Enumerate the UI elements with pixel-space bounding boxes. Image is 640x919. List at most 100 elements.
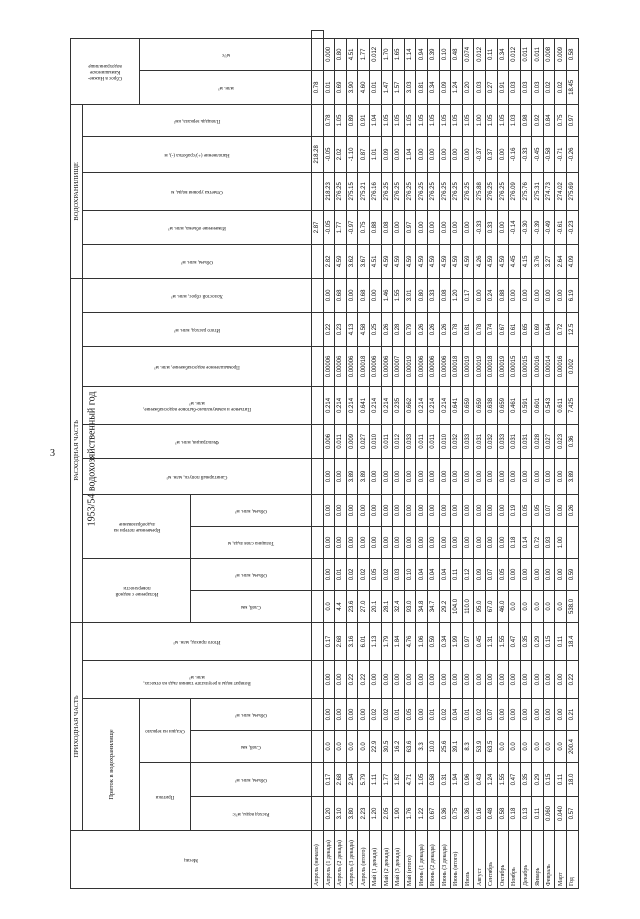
table-cell: 0.02 [381, 558, 393, 591]
table-cell: 0.21 [566, 698, 579, 731]
table-cell [311, 494, 324, 527]
table-cell: 0.78 [473, 312, 486, 347]
table-cell: 0.00 [497, 136, 509, 173]
table-cell: 0.00019 [404, 346, 416, 387]
table-cell: 0.37 [485, 136, 497, 173]
table-cell: 1.05 [439, 104, 451, 137]
table-cell: 0.00 [520, 458, 532, 495]
table-cell: 1.04 [404, 136, 416, 173]
table-cell: 0.69 [334, 70, 347, 105]
table-cell: 0.00 [427, 660, 440, 699]
table-cell: 93.0 [404, 590, 416, 623]
table-cell: 8.3 [462, 730, 474, 763]
table-cell [566, 526, 579, 559]
table-cell: 0.0 [508, 730, 521, 763]
table-cell: 0.03 [531, 70, 544, 105]
area-header: Площадь зеркала, км² [82, 104, 312, 137]
rotated-table-sheet: Месяц ПРИХОДНАЯ ЧАСТЬ РАСХОДНАЯ ЧАСТЬ ВО… [70, 30, 630, 889]
table-cell: 1.47 [381, 70, 393, 105]
table-cell: 4.59 [427, 244, 440, 279]
table-cell: 0.031 [473, 424, 486, 459]
table-cell: 0.67 [497, 312, 509, 347]
table-cell: 12.5 [566, 312, 579, 347]
table-cell: 0.040 [554, 796, 567, 831]
reset-volume-header: млн. м³ [139, 70, 312, 105]
table-header: Месяц ПРИХОДНАЯ ЧАСТЬ РАСХОДНАЯ ЧАСТЬ ВО… [70, 31, 312, 889]
table-cell: 3.90 [346, 70, 358, 105]
table-cell: 10.0 [427, 730, 440, 763]
table-cell: 0.00014 [543, 346, 555, 387]
table-cell: 110.0 [462, 590, 474, 623]
table-cell: 4.15 [520, 244, 532, 279]
res-level-header: Отметка уровня воды, м [82, 172, 312, 211]
table-cell: 0.00 [392, 526, 405, 559]
table-cell: 276.25 [392, 172, 405, 211]
table-cell: 30.5 [381, 730, 393, 763]
row-period: Июнь (3 декада) [439, 830, 451, 889]
table-cell: 0.04 [439, 558, 451, 591]
table-cell: 1.01 [369, 136, 382, 173]
table-cell: 0.80 [334, 38, 347, 71]
table-cell: 275.31 [531, 172, 544, 211]
table-cell: 2.02 [334, 136, 347, 173]
table-cell: 0.00 [554, 558, 567, 591]
table-cell: 0.00 [485, 494, 497, 527]
table-cell: 0.0 [508, 590, 521, 623]
month-header: Месяц [70, 830, 312, 889]
inflow-direct-header: Притоки [139, 762, 191, 831]
table-cell: 4.71 [404, 762, 416, 797]
table-cell: 1.55 [497, 762, 509, 797]
table-cell: 0.00 [450, 210, 463, 245]
table-cell: 0.67 [427, 796, 440, 831]
table-cell: 1.13 [369, 622, 382, 661]
outgoing-section-header: РАСХОДНАЯ ЧАСТЬ [70, 278, 83, 623]
table-cell: -0.16 [508, 136, 521, 173]
table-cell: 3.80 [346, 796, 358, 831]
table-cell: 0.00018 [450, 346, 463, 387]
table-cell: 0.00006 [346, 346, 358, 387]
row-period: Май (3 декада) [392, 830, 405, 889]
table-cell: 0.01 [323, 70, 335, 105]
table-cell: 0.214 [439, 386, 451, 425]
table-cell: 0.80 [415, 278, 428, 313]
table-cell: 276.25 [485, 172, 497, 211]
table-cell: 0.00015 [520, 346, 532, 387]
table-cell: 1.79 [381, 622, 393, 661]
table-cell: 0.00 [346, 526, 358, 559]
res-volume-header: Объем, млн. м³ [82, 244, 312, 279]
table-cell: 3.10 [334, 796, 347, 831]
table-cell: 1.11 [369, 762, 382, 797]
table-row: Июнь (2 декада) 0.67 0.58 10.0 0.01 0.00 0.59 3… [427, 31, 440, 889]
table-cell: 0.95 [531, 494, 544, 527]
table-cell: 275.69 [566, 172, 579, 211]
table-cell: 0.03 [520, 70, 532, 105]
table-cell: -0.23 [566, 210, 579, 245]
table-cell: 1.05 [450, 104, 463, 137]
table-cell: 63.6 [404, 730, 416, 763]
table-cell: 0.27 [485, 70, 497, 105]
row-period: Февраль [543, 830, 555, 889]
table-cell: 0.47 [508, 762, 521, 797]
table-cell: 0.010 [439, 424, 451, 459]
table-cell: 1.04 [369, 104, 382, 137]
table-cell: 0.00007 [392, 346, 405, 387]
table-cell: 0.611 [554, 386, 567, 425]
sanitary-header: Санитарный попуск, млн. м³ [82, 458, 312, 495]
table-cell: 0.00 [427, 526, 440, 559]
table-cell: 5.79 [357, 762, 370, 797]
table-cell: 0.659 [462, 386, 474, 425]
table-cell: 0.02 [439, 698, 451, 731]
table-cell: 274.02 [554, 172, 567, 211]
table-cell: 0.72 [554, 312, 567, 347]
table-cell: 0.00 [485, 458, 497, 495]
table-cell: 1.31 [485, 622, 497, 661]
table-cell: 0.02 [554, 70, 567, 105]
table-cell: 1.05 [462, 104, 474, 137]
table-cell: 0.00 [462, 210, 474, 245]
table-cell: 0.02 [369, 698, 382, 731]
table-cell: 1.24 [485, 762, 497, 797]
res-change-header: Изменение объема, млн. м³ [82, 210, 312, 245]
table-cell: 0.26 [427, 312, 440, 347]
table-row: Январь 0.11 0.29 0.0 0.00 0.00 0.29 0.0 0.00 0.72… [531, 31, 544, 889]
table-cell [311, 386, 324, 425]
